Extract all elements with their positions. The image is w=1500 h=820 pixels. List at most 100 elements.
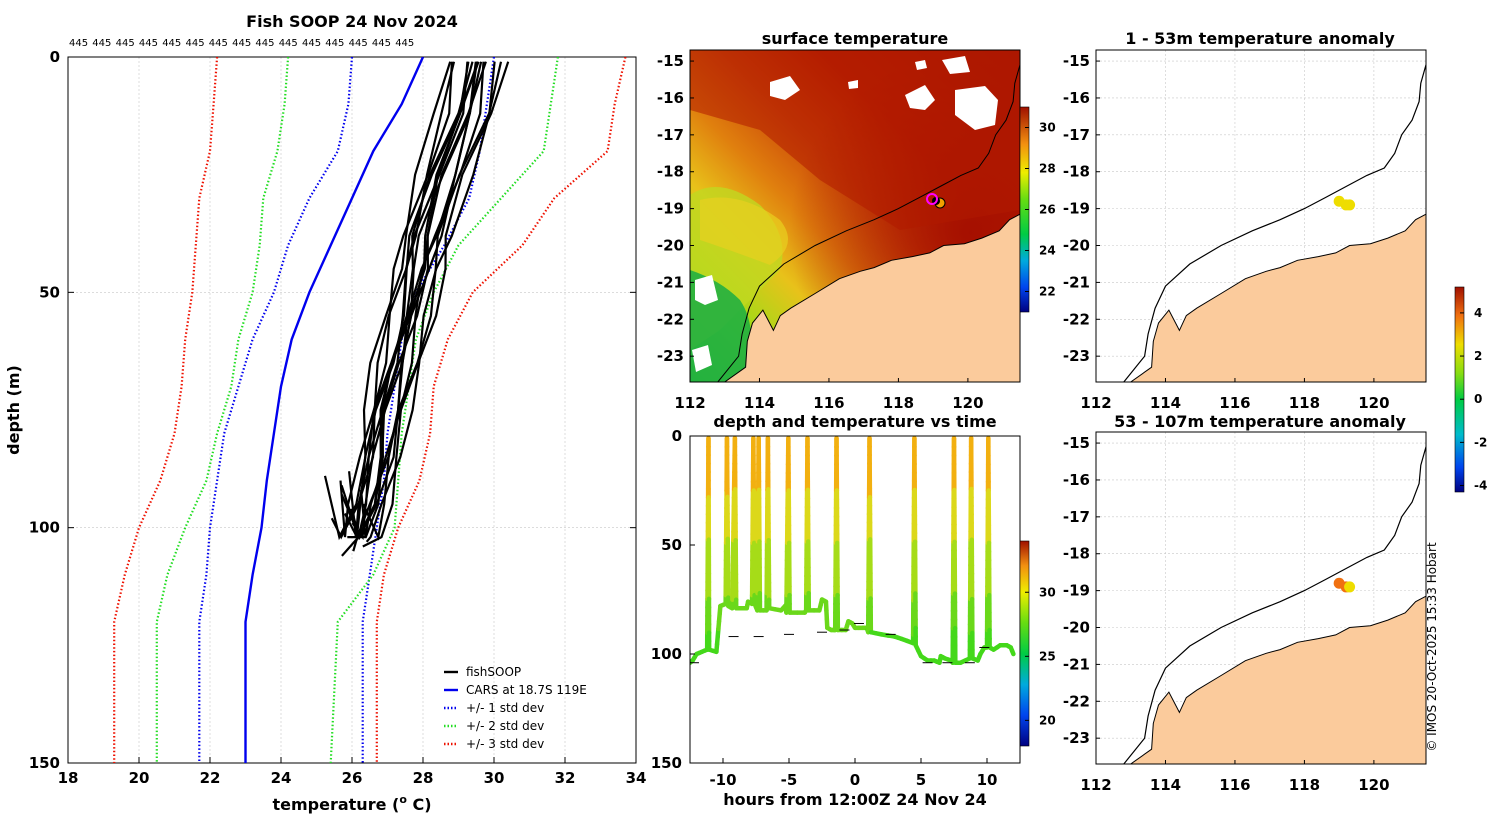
- anomaly2-ytick-label: -15: [1063, 434, 1090, 452]
- profile-series-fishsoop: [330, 61, 456, 540]
- profile-series--3-std-dev: [375, 57, 627, 763]
- time-colorbar-ticks: 20 25 30: [1025, 585, 1056, 727]
- anomaly-colorbar-tick-label: -4: [1474, 479, 1487, 493]
- sst-ytick-label: -15: [657, 52, 684, 70]
- anomaly1-xtick-label: 116: [1219, 394, 1250, 412]
- profile-top-labels: 445 445 445 445 445 445 445 445 445 445 445 445 445 4…: [69, 38, 414, 49]
- anomaly1-ytick-label: -18: [1063, 163, 1090, 181]
- sst-xtick-label: 120: [952, 394, 983, 412]
- anomaly2-ticks: 112 114 116 118 120 -15 -16 -17 -18 -19 -20 -21 -22 -…: [1063, 434, 1390, 794]
- profile-top-label: 445: [116, 38, 135, 49]
- anomaly2-xtick-label: 114: [1150, 776, 1181, 794]
- sst-ytick-label: -16: [657, 89, 684, 107]
- anomaly1-ytick-label: -19: [1063, 200, 1090, 218]
- profile-xtick-label: 20: [129, 769, 150, 787]
- sst-title: surface temperature: [762, 29, 949, 48]
- time-xtick-label: 5: [916, 771, 926, 789]
- profile-top-label: 445: [232, 38, 251, 49]
- anomaly2-xtick-label: 116: [1219, 776, 1250, 794]
- anomaly2-land: [1130, 595, 1426, 764]
- anomaly-point: [1344, 581, 1356, 593]
- anomaly2-xtick-label: 118: [1289, 776, 1320, 794]
- anomaly-colorbar-tick-label: 2: [1474, 349, 1482, 363]
- anomaly2-ytick-label: -22: [1063, 692, 1090, 710]
- profile-panel: Fish SOOP 24 Nov 2024 445 445 445 445 445 445…: [4, 12, 646, 814]
- profile-top-label: 445: [92, 38, 111, 49]
- profile-ticks: 18 20 22 24 26 28 30 32 34 0 50 100 150: [29, 48, 647, 787]
- anomaly1-ytick-label: -22: [1063, 310, 1090, 328]
- profile-series-fishsoop: [347, 61, 487, 539]
- anomaly2-plot-frame: [1095, 431, 1427, 765]
- anomaly1-ytick-label: -23: [1063, 347, 1090, 365]
- profile-ytick-label: 150: [29, 754, 60, 772]
- profile-ytick-label: 100: [29, 519, 60, 537]
- profile-top-label: 445: [279, 38, 298, 49]
- sst-colorbar-tick-label: 26: [1039, 203, 1056, 217]
- anomaly2-ytick-label: -20: [1063, 619, 1090, 637]
- legend-label: +/- 1 std dev: [466, 701, 544, 715]
- anomaly1-title: 1 - 53m temperature anomaly: [1125, 29, 1395, 48]
- anomaly2-xtick-label: 112: [1080, 776, 1111, 794]
- profile-top-label: 445: [349, 38, 368, 49]
- anomaly1-points: [1333, 195, 1356, 211]
- profile-series-fishsoop: [323, 61, 452, 541]
- profile-series--1-std-dev: [198, 57, 354, 763]
- profile-series-fishsoop: [352, 61, 477, 552]
- time-xlabel: hours from 12:00Z 24 Nov 24: [723, 790, 986, 809]
- profile-series-fishsoop: [341, 61, 474, 557]
- profile-top-label: 445: [69, 38, 88, 49]
- credit-text: © IMOS 20-Oct-2025 15:33 Hobart: [1425, 542, 1439, 752]
- sst-ticks: 112 114 116 118 120 -15 -16 -17 -18 -19 -20 -21 -22 -…: [657, 52, 984, 412]
- anomaly2-xtick-label: 120: [1358, 776, 1389, 794]
- time-depth-track: [690, 436, 1016, 665]
- anomaly1-ytick-label: -21: [1063, 273, 1090, 291]
- time-title: depth and temperature vs time: [713, 412, 996, 431]
- time-depth-segment: [1009, 648, 1016, 657]
- profile-series-fishsoop: [340, 61, 480, 540]
- sst-image: [690, 50, 1020, 382]
- sst-ytick-label: -17: [657, 126, 684, 144]
- anomaly-colorbar: [1454, 286, 1465, 493]
- time-colorbar-tick-label: 20: [1039, 713, 1056, 727]
- profile-series--2-std-dev: [155, 57, 290, 763]
- profile-series-fishsoop: [360, 61, 485, 538]
- time-xtick-label: -10: [709, 771, 736, 789]
- anomaly1-land: [1130, 213, 1426, 382]
- anomaly1-panel: 1 - 53m temperature anomaly 112 114 116 118…: [1063, 29, 1427, 412]
- anomaly2-ytick-label: -19: [1063, 582, 1090, 600]
- anomaly-colorbar-tick-label: 4: [1474, 306, 1482, 320]
- profile-xtick-label: 30: [484, 769, 505, 787]
- sst-colorbar-tick-label: 30: [1039, 121, 1056, 135]
- profile-xlabel: temperature (o C): [272, 793, 431, 814]
- profile-top-label: 445: [302, 38, 321, 49]
- anomaly-colorbar-ticks: -4 -2 0 2 4: [1460, 306, 1487, 493]
- profile-series-cars: [244, 57, 425, 763]
- profile-xtick-label: 28: [413, 769, 434, 787]
- profile-top-label: 445: [372, 38, 391, 49]
- anomaly2-title: 53 - 107m temperature anomaly: [1114, 412, 1406, 431]
- anomaly-point: [1344, 199, 1356, 211]
- sst-ytick-label: -21: [657, 273, 684, 291]
- degree-superscript: o: [399, 793, 407, 806]
- anomaly1-xtick-label: 112: [1080, 394, 1111, 412]
- vessel-track: [926, 193, 946, 209]
- profile-series--1-std-dev: [361, 57, 496, 763]
- sst-land: [724, 213, 1020, 382]
- profile-top-label: 445: [162, 38, 181, 49]
- sst-shelf-contour: [717, 64, 1020, 382]
- sst-xtick-label: 118: [883, 394, 914, 412]
- profile-xtick-label: 22: [200, 769, 221, 787]
- anomaly2-ytick-label: -18: [1063, 545, 1090, 563]
- cloud-mask: [692, 56, 998, 372]
- anomaly1-plot-frame: [1095, 49, 1427, 383]
- anomaly1-ytick-label: -15: [1063, 52, 1090, 70]
- anomaly2-ytick-label: -17: [1063, 508, 1090, 526]
- profile-xtick-label: 26: [342, 769, 363, 787]
- profile-ytick-label: 50: [39, 283, 60, 301]
- profile-top-label: 445: [139, 38, 158, 49]
- legend-label: CARS at 18.7S 119E: [466, 683, 587, 697]
- sst-ytick-label: -18: [657, 163, 684, 181]
- sst-xtick-label: 112: [674, 394, 705, 412]
